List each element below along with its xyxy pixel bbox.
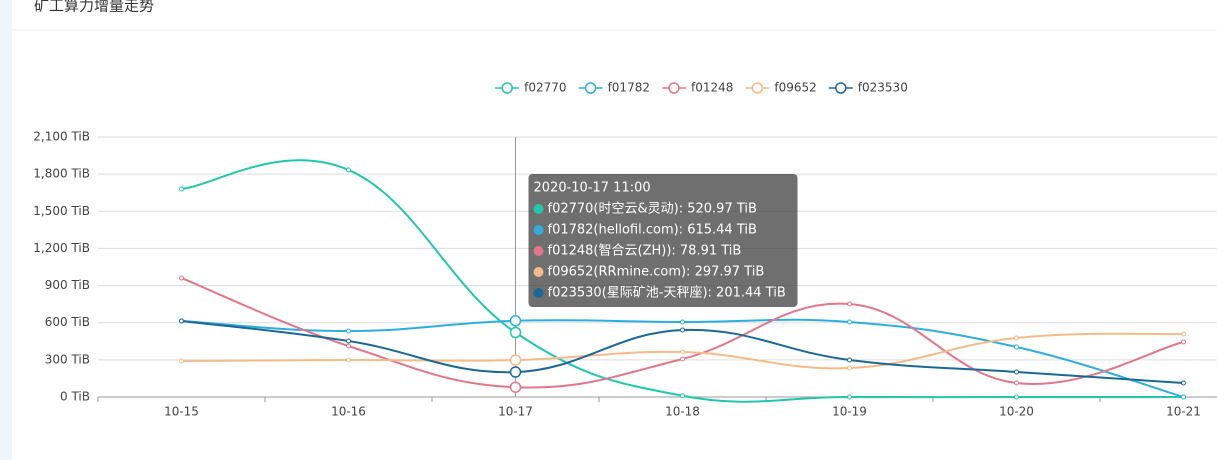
data-point [847, 301, 852, 307]
x-tick-label: 10-21 [1166, 405, 1201, 419]
legend-item[interactable]: f01782 [578, 81, 650, 95]
data-point [1181, 380, 1186, 386]
data-point [847, 319, 852, 325]
y-tick-label: 600 TiB [45, 315, 90, 329]
tooltip-item: f01248(智合云(ZH)): 78.91 TiB [548, 244, 742, 259]
data-point [179, 358, 184, 364]
tooltip: 2020-10-17 11:00 f02770(时空云&灵动): 520.97 T… [528, 174, 798, 307]
tooltip-box [528, 174, 798, 307]
legend-item[interactable]: f01248 [661, 81, 733, 95]
legend-item[interactable]: f02770 [495, 81, 567, 95]
x-tick-label: 10-15 [164, 405, 199, 419]
data-point [509, 315, 522, 327]
data-point [179, 318, 184, 324]
y-tick-label: 300 TiB [45, 352, 90, 366]
y-tick-label: 1,800 TiB [33, 167, 90, 181]
y-tick-label: 1,500 TiB [33, 204, 90, 218]
x-tick-label: 10-16 [331, 405, 366, 419]
tooltip-dot [533, 288, 544, 298]
chart: 0 TiB 300 TiB 600 TiB 900 TiB 1,200 TiB 1,500… [33, 81, 1217, 419]
data-point [509, 366, 522, 378]
data-point [1014, 344, 1019, 350]
data-point [509, 326, 522, 339]
data-point [509, 381, 522, 393]
y-tick-label: 0 TiB [60, 390, 90, 404]
data-point [1014, 394, 1019, 400]
data-point [1014, 335, 1019, 341]
y-tick-label: 900 TiB [45, 278, 90, 292]
x-tick-label: 10-18 [665, 405, 700, 419]
data-point [847, 394, 852, 400]
tooltip-item: f01782(hellofil.com): 615.44 TiB [548, 223, 757, 238]
data-point [1181, 331, 1186, 337]
side-strip [0, 0, 12, 460]
legend-label: f01782 [608, 81, 650, 95]
data-point [1181, 339, 1186, 345]
data-point [680, 327, 685, 333]
data-point [1014, 369, 1019, 375]
data-point [847, 357, 852, 363]
legend-marker [835, 82, 847, 94]
tooltip-title: 2020-10-17 11:00 [534, 181, 651, 196]
legend-marker [751, 82, 764, 94]
x-tick-label: 10-17 [498, 405, 533, 419]
y-tick-label: 1,200 TiB [33, 241, 90, 255]
tooltip-dot [533, 225, 544, 235]
legend-label: f09652 [774, 81, 816, 95]
legend-item[interactable]: f09652 [745, 81, 817, 95]
tooltip-item: f09652(RRmine.com): 297.97 TiB [548, 265, 765, 280]
tooltip-dot [533, 204, 544, 214]
legend-label: f02770 [524, 81, 566, 95]
data-point [179, 275, 184, 281]
data-point [1014, 380, 1019, 386]
data-point [179, 186, 184, 192]
data-point [680, 349, 685, 355]
tooltip-item: f023530(星际矿池-天秤座): 201.44 TiB [548, 286, 786, 301]
x-tick-label: 10-20 [999, 405, 1034, 419]
page-title: 矿工算力增量走势 [34, 0, 154, 15]
data-point [346, 338, 351, 344]
tooltip-dot [533, 267, 544, 277]
x-tick-label: 10-19 [832, 405, 867, 419]
legend-marker [501, 82, 513, 94]
data-point [346, 357, 351, 363]
legend-label: f023530 [858, 81, 908, 95]
legend-item[interactable]: f023530 [828, 81, 908, 95]
legend-label: f01248 [691, 81, 733, 95]
tooltip-item: f02770(时空云&灵动): 520.97 TiB [548, 202, 757, 217]
data-point [509, 354, 522, 366]
y-tick-label: 2,100 TiB [33, 130, 90, 144]
data-point [346, 167, 351, 173]
data-point [346, 343, 351, 349]
tooltip-dot [533, 246, 544, 256]
legend-marker [668, 82, 680, 94]
data-point [847, 365, 852, 371]
data-point [680, 356, 685, 362]
legend: f02770 f01782 f01248 f09652 f023530 [495, 81, 908, 95]
data-point [680, 319, 685, 325]
data-point [1181, 394, 1186, 400]
data-point [346, 328, 351, 334]
data-point [680, 393, 685, 399]
legend-marker [584, 82, 597, 94]
